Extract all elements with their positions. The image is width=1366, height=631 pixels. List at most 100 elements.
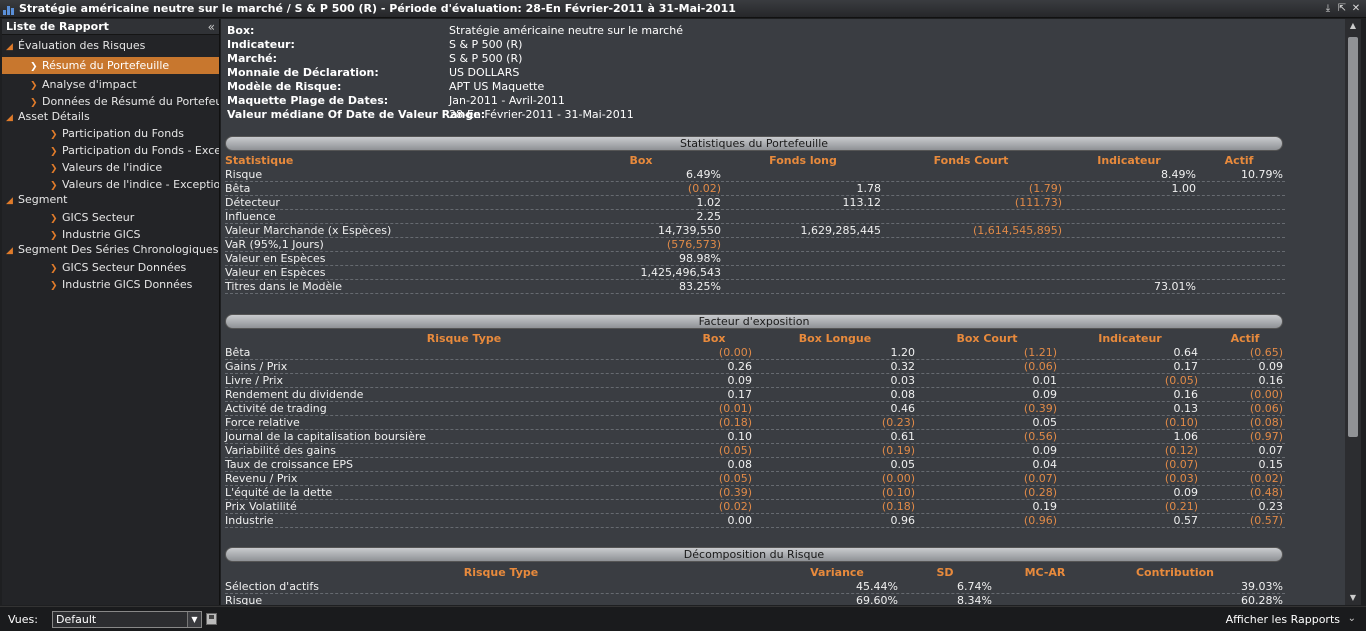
cell-value: (0.02)	[1249, 472, 1283, 485]
cell-value: (0.05)	[718, 472, 752, 485]
tree-item[interactable]: ❯ Valeurs de l'indice	[2, 159, 219, 176]
table-row: Industrie 0.00 0.96 (0.96) 0.57 (0.57)	[225, 514, 1285, 528]
views-select[interactable]: Default ▼	[52, 611, 202, 628]
tree-item[interactable]: ❯ Participation du Fonds - Exceptions	[2, 142, 219, 159]
chevron-right-icon: ❯	[30, 81, 38, 91]
cell-value: 2.25	[696, 210, 722, 223]
stats-section-header[interactable]: Statistiques du Portefeuille	[225, 136, 1283, 151]
column-header: Box Longue	[798, 332, 872, 345]
exposure-section-header[interactable]: Facteur d'exposition	[225, 314, 1283, 329]
tree-item[interactable]: ❯ Analyse d'impact	[2, 76, 219, 93]
table-header-row: Statistique Box Fonds long Fonds Court Indic…	[225, 154, 1285, 168]
scroll-down-icon[interactable]: ▼	[1349, 593, 1357, 602]
cell-value: 0.08	[890, 388, 916, 401]
cell-value: 1.20	[890, 346, 916, 359]
tree-item-label: Participation du Fonds	[62, 127, 184, 140]
table-header-row: Risque Type Box Box Longue Box Court Indicat…	[225, 332, 1285, 346]
table-header-row: Risque Type Variance SD MC-AR Contribution	[225, 566, 1285, 580]
row-label: Rendement du dividende	[225, 388, 364, 401]
cell-value: (0.18)	[718, 416, 752, 429]
info-key: Valeur médiane Of Date de Valeur Range:	[227, 108, 486, 121]
tree-item[interactable]: ◢ Évaluation des Risques	[2, 37, 219, 54]
chevron-down-icon[interactable]: ⌄	[1347, 613, 1356, 624]
tree-item[interactable]: ❯ Résumé du Portefeuille	[2, 57, 219, 74]
row-label: Valeur Marchande (x Espèces)	[225, 224, 392, 237]
tree-item[interactable]: ❯ GICS Secteur	[2, 209, 219, 226]
column-header: Contribution	[1135, 566, 1215, 579]
cell-value: 8.34%	[957, 594, 992, 605]
tree-item-label: Industrie GICS	[62, 228, 141, 241]
cell-value: 1,425,496,543	[640, 266, 721, 279]
tree-item[interactable]: ❯ Industrie GICS	[2, 226, 219, 243]
row-label: Activité de trading	[225, 402, 327, 415]
tree-item[interactable]: ◢ Segment	[2, 191, 219, 208]
scroll-up-icon[interactable]: ▲	[1349, 21, 1357, 30]
save-icon[interactable]	[206, 613, 217, 625]
tree-item[interactable]: ❯ Participation du Fonds	[2, 125, 219, 142]
cell-value: (0.65)	[1249, 346, 1283, 359]
tree-item[interactable]: ❯ Données de Résumé du Portefeuille	[2, 93, 219, 110]
cell-value: 0.16	[1173, 388, 1199, 401]
info-value: US DOLLARS	[449, 66, 520, 79]
tree-item[interactable]: ❯ GICS Secteur Données	[2, 259, 219, 276]
cell-value: 0.03	[890, 374, 916, 387]
row-label: Valeur en Espèces	[225, 266, 326, 279]
row-label: Influence	[225, 210, 276, 223]
cell-value: 1.00	[1171, 182, 1197, 195]
vertical-scroll-thumb[interactable]	[1348, 37, 1358, 437]
cell-value: 0.46	[890, 402, 916, 415]
row-label: Titres dans le Modèle	[225, 280, 343, 293]
close-icon[interactable]: ✕	[1351, 3, 1361, 14]
cell-value: (0.57)	[1249, 514, 1283, 527]
row-label: Détecteur	[225, 196, 280, 209]
row-label: Force relative	[225, 416, 300, 429]
table-row: Variabilité des gains (0.05) (0.19) 0.09 (0.…	[225, 444, 1285, 458]
cell-value: 0.96	[890, 514, 916, 527]
expanded-triangle-icon: ◢	[6, 42, 13, 52]
column-header: MC-AR	[1024, 566, 1066, 579]
collapse-panel-icon[interactable]: «	[207, 19, 215, 34]
table-row: Prix Volatilité (0.02) (0.18) 0.19 (0.21) 0.2…	[225, 500, 1285, 514]
tree-item[interactable]: ❯ Industrie GICS Données	[2, 276, 219, 293]
expanded-triangle-icon: ◢	[6, 196, 13, 206]
download-icon[interactable]: ⤓	[1325, 3, 1331, 14]
cell-value: 0.64	[1173, 346, 1199, 359]
popout-icon[interactable]: ⇱	[1337, 3, 1347, 14]
tree-item[interactable]: ◢ Asset Détails	[2, 108, 219, 125]
show-reports-button[interactable]: Afficher les Rapports	[1225, 613, 1340, 626]
chevron-down-icon[interactable]: ▼	[187, 612, 201, 627]
column-header: Risque Type	[426, 332, 502, 345]
cell-value: (0.23)	[881, 416, 915, 429]
column-header: Fonds long	[769, 154, 837, 167]
vertical-scrollbar[interactable]: ▲ ▼	[1345, 19, 1361, 605]
cell-value: 0.19	[1032, 500, 1058, 513]
cell-value: (0.08)	[1249, 416, 1283, 429]
cell-value: 14,739,550	[658, 224, 721, 237]
report-content: Box: Stratégie américaine neutre sur le m…	[221, 19, 1345, 605]
cell-value: 10.79%	[1241, 168, 1283, 181]
info-value: S & P 500 (R)	[449, 52, 523, 65]
tree-item[interactable]: ◢ Segment Des Séries Chronologiques Donné…	[2, 241, 219, 258]
tree-item[interactable]: ❯ Valeurs de l'indice - Exceptions	[2, 176, 219, 193]
row-label: Livre / Prix	[225, 374, 283, 387]
info-value: Stratégie américaine neutre sur le march…	[449, 24, 683, 37]
info-value: Jan-2011 - Avril-2011	[449, 94, 565, 107]
chevron-right-icon: ❯	[50, 181, 58, 191]
table-row: Influence 2.25	[225, 210, 1285, 224]
cell-value: 1,629,285,445	[800, 224, 881, 237]
chevron-right-icon: ❯	[30, 98, 38, 108]
row-label: Sélection d'actifs	[225, 580, 319, 593]
cell-value: 69.60%	[856, 594, 898, 605]
row-label: Taux de croissance EPS	[225, 458, 354, 471]
table-row: Risque 6.49% 8.49% 10.79%	[225, 168, 1285, 182]
cell-value: (0.00)	[1249, 388, 1283, 401]
info-key: Marché:	[227, 52, 278, 65]
cell-value: 0.09	[1173, 486, 1199, 499]
column-header: Box Court	[956, 332, 1018, 345]
cell-value: 0.05	[890, 458, 916, 471]
cell-value: 0.10	[727, 430, 753, 443]
decomp-section-header[interactable]: Décomposition du Risque	[225, 547, 1283, 562]
column-header: SD	[936, 566, 954, 579]
cell-value: (0.28)	[1023, 486, 1057, 499]
cell-value: (0.97)	[1249, 430, 1283, 443]
